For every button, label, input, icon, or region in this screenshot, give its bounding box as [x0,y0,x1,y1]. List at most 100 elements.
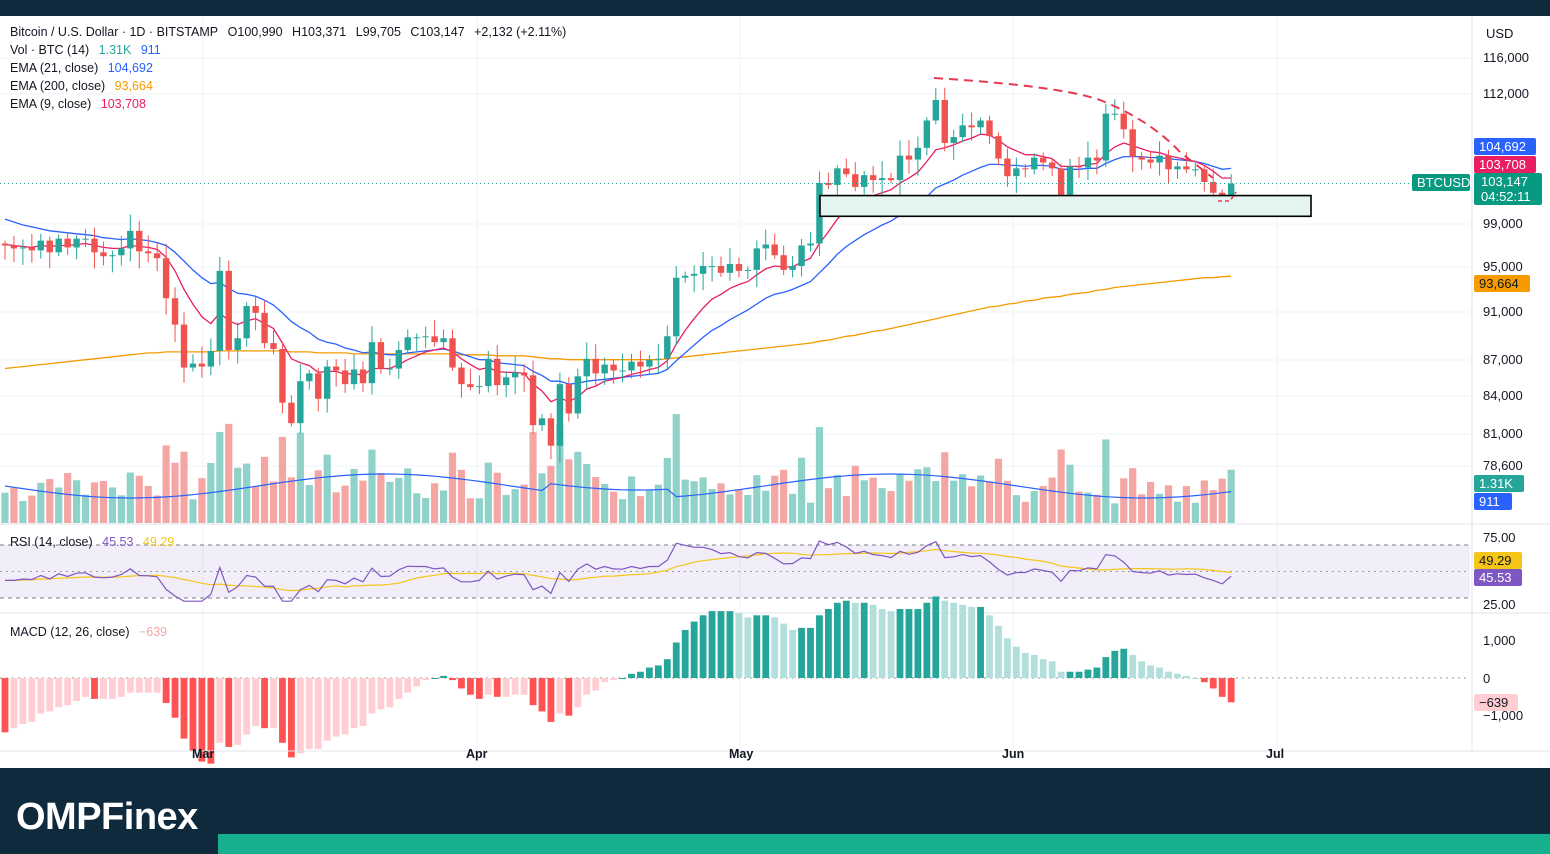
time-axis[interactable]: Mar Apr May Jun Jul [0,747,1550,761]
macd-bar [225,678,233,747]
macd-bar [413,678,421,687]
macd-bar [368,678,376,714]
candle-body [207,350,215,367]
rsi-tick: 25.00 [1483,597,1516,612]
volume-bar [117,495,125,523]
candle-body [1048,162,1056,169]
macd-bar [440,675,447,678]
candle-body [127,230,134,249]
macd-bar [959,604,967,678]
volume-bar [610,491,618,523]
ema9-label: EMA (9, close) [10,97,92,111]
price-tick: 112,000 [1483,86,1529,101]
volume-bar [359,480,367,523]
macd-badge: −639 [1479,695,1508,710]
candle-body [189,363,197,368]
volume-bar [368,449,376,523]
candle-body [538,418,546,426]
volume-bar [90,482,99,523]
candle-body [485,358,492,387]
volume-bar [377,473,385,523]
macd-bar [37,678,45,714]
macd-bar [914,609,922,678]
volume-bar [1003,480,1011,523]
macd-bar [126,678,134,693]
candle-body [592,358,599,374]
volume-bar [1138,494,1146,523]
macd-bar [807,627,814,678]
volume-bar [636,496,645,523]
candle-body [449,338,456,368]
candle-body [315,373,322,399]
volume-bar [171,462,179,523]
candle-body [404,337,411,350]
volume-bar [466,498,474,523]
candle-body [1013,168,1020,177]
candle-body [216,270,223,351]
volume-bar [404,468,412,523]
macd-bar [1075,671,1083,678]
volume-bar [180,451,188,523]
candle-body [1004,158,1011,177]
volume-bar [135,475,143,523]
macd-bar [762,615,770,678]
macd-bar [28,678,36,722]
rsi-ma-line [5,548,1232,592]
macd-bar [538,678,546,712]
macd-bar [117,678,125,697]
ema9-legend: EMA (9, close) 103,708 [10,97,152,111]
ema9-value: 103,708 [100,97,146,111]
macd-bar [789,629,796,678]
volume-bar [332,492,340,523]
candle-body [655,358,662,360]
macd-tick: −1,000 [1483,708,1523,723]
candle-body [368,342,376,384]
volume-bar [583,464,591,523]
candle-body [1111,113,1118,115]
volume-bar [46,479,54,523]
volume-bar [502,494,510,523]
candle-body [1040,157,1047,163]
candle-body [977,120,984,128]
macd-bar [637,671,644,678]
volume-bar [386,481,394,523]
candle-body [923,120,931,148]
macd-bar [717,611,725,678]
macd-bar [1218,678,1226,697]
macd-bar [735,613,743,678]
macd-bar [386,678,394,708]
candle-body [1165,155,1172,170]
candle-body [243,306,250,339]
macd-bar [1174,673,1181,678]
macd-bar [288,678,295,758]
candle-body [771,244,778,256]
volume-ma-line [4,473,1232,499]
volume-bar [1048,477,1056,523]
volume-bar [1129,468,1137,523]
macd-bar [100,678,107,699]
volume-bar [771,475,779,523]
candle-body [359,369,367,384]
macd-bar [628,673,635,678]
volume-bar [529,432,537,523]
volume-bar [243,463,251,523]
chart-canvas[interactable]: USD 116,000 112,000 99,000 95,000 91,000 87,00… [0,16,1550,768]
candle-body [690,273,698,276]
candle-body [19,247,27,249]
macd-bar [1209,678,1217,689]
price-axis[interactable]: USD 116,000 112,000 99,000 95,000 91,000 87,00… [1412,26,1542,723]
macd-bar [771,617,779,678]
candle-body [28,247,36,251]
candle-body [10,245,18,249]
macd-tick: 1,000 [1483,633,1516,648]
candle-body [637,361,644,367]
ema21-badge: 104,692 [1479,139,1526,154]
macd-bar [574,678,582,708]
volume-bar [994,458,1003,523]
candle-body [628,361,635,371]
candle-body [100,252,107,257]
volume-bar [287,477,295,523]
candle-body [1210,182,1217,193]
volume-bar [851,465,859,523]
macd-bar [341,678,349,735]
